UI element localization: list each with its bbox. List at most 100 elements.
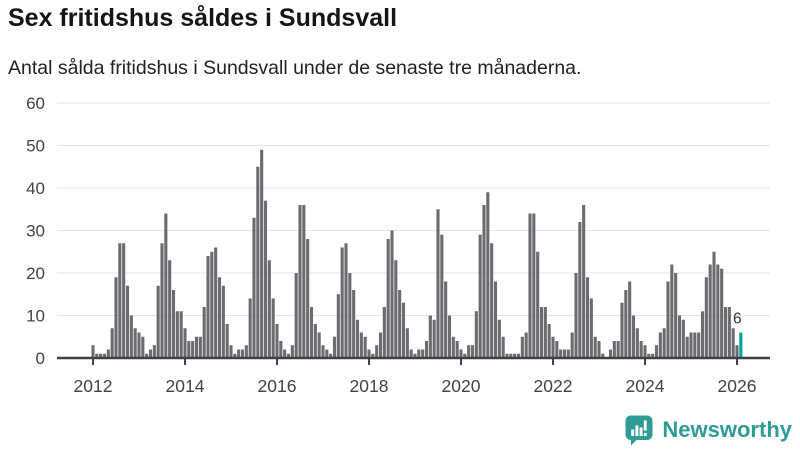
- bar-chart: 0 10 20 30 40 50 60 6 2012 2014 2016 2018 2020 2022 20…: [0, 88, 800, 408]
- bar: [708, 264, 712, 358]
- bar: [589, 298, 593, 358]
- bar: [375, 345, 379, 358]
- y-axis-tick-label: 0: [36, 349, 45, 368]
- bar: [355, 319, 360, 358]
- bar: [313, 324, 317, 358]
- bar: [670, 264, 674, 358]
- bar: [183, 328, 187, 358]
- bar: [693, 332, 697, 358]
- bar: [428, 315, 432, 358]
- x-axis-tick-label: 2012: [74, 376, 113, 396]
- bar: [194, 336, 199, 358]
- bar: [225, 324, 229, 358]
- bar: [562, 349, 567, 358]
- bar: [91, 345, 95, 358]
- newsworthy-wordmark: Newsworthy: [662, 417, 792, 442]
- bar: [168, 260, 172, 358]
- bar: [436, 209, 440, 358]
- bar: [677, 315, 682, 358]
- chart-title: Sex fritidshus såldes i Sundsvall: [8, 4, 398, 32]
- bar: [367, 349, 371, 358]
- bar: [720, 268, 724, 358]
- bar: [635, 328, 639, 358]
- bar: [363, 336, 367, 358]
- bar: [463, 353, 467, 358]
- bar: [482, 205, 486, 358]
- bar: [164, 213, 168, 358]
- bar: [447, 315, 452, 358]
- x-axis-tick-label: 2014: [166, 376, 205, 396]
- bar: [233, 353, 237, 358]
- x-axis-tick-label: 2026: [718, 376, 757, 396]
- bar: [520, 336, 524, 358]
- bar: [221, 285, 225, 358]
- bar: [290, 345, 294, 358]
- bar: [378, 332, 383, 358]
- bar: [237, 349, 241, 358]
- bar: [110, 328, 114, 358]
- bar: [95, 353, 99, 358]
- bar-chart-canvas: 0 10 20 30 40 50 60 6 2012 2014 2016 2018 2020 2022 20…: [26, 94, 770, 396]
- bar: [536, 251, 540, 358]
- bar: [317, 332, 321, 358]
- bar: [674, 273, 678, 358]
- bar: [478, 234, 482, 358]
- bar: [329, 353, 333, 358]
- bar: [202, 307, 206, 358]
- bar: [152, 345, 156, 358]
- bar: [631, 315, 636, 358]
- bar: [240, 349, 245, 358]
- bar: [137, 332, 141, 358]
- bar: [321, 345, 325, 358]
- bar: [348, 273, 352, 358]
- bar: [620, 302, 624, 358]
- bar: [99, 353, 103, 358]
- y-axis-tick-label: 20: [26, 264, 45, 283]
- bar: [513, 353, 517, 358]
- bar: [267, 260, 271, 358]
- bar: [252, 217, 256, 358]
- bar: [141, 336, 145, 358]
- latest-value-label: 6: [733, 311, 742, 328]
- bar: [332, 336, 337, 358]
- bar: [352, 290, 356, 358]
- bar: [582, 205, 586, 358]
- bar: [413, 353, 417, 358]
- bar: [229, 345, 233, 358]
- bar: [735, 345, 739, 358]
- bar: [214, 247, 218, 358]
- bar: [643, 345, 647, 358]
- bar: [179, 311, 183, 358]
- bar: [175, 311, 179, 358]
- highlighted-bar-latest: [739, 332, 743, 358]
- bar: [601, 353, 605, 358]
- bar: [654, 345, 659, 358]
- bar: [712, 251, 716, 358]
- bar: [574, 273, 578, 358]
- bar: [681, 319, 685, 358]
- bar: [685, 336, 689, 358]
- y-axis-tick-label: 60: [26, 94, 45, 113]
- bar: [505, 353, 509, 358]
- bar: [133, 328, 137, 358]
- bar: [114, 277, 118, 358]
- bar: [286, 353, 291, 358]
- bar: [651, 353, 655, 358]
- bar: [382, 307, 386, 358]
- bar: [191, 341, 195, 358]
- bar: [608, 349, 613, 358]
- bar: [612, 341, 616, 358]
- bar: [106, 349, 110, 358]
- bar: [467, 345, 471, 358]
- bar: [704, 277, 708, 358]
- bar: [263, 200, 268, 358]
- bar: [398, 290, 402, 358]
- bar: [547, 324, 551, 358]
- bar: [624, 290, 628, 358]
- bar: [501, 336, 505, 358]
- bar: [628, 281, 632, 358]
- bar: [145, 353, 149, 358]
- bar: [401, 302, 406, 358]
- bar: [700, 311, 705, 358]
